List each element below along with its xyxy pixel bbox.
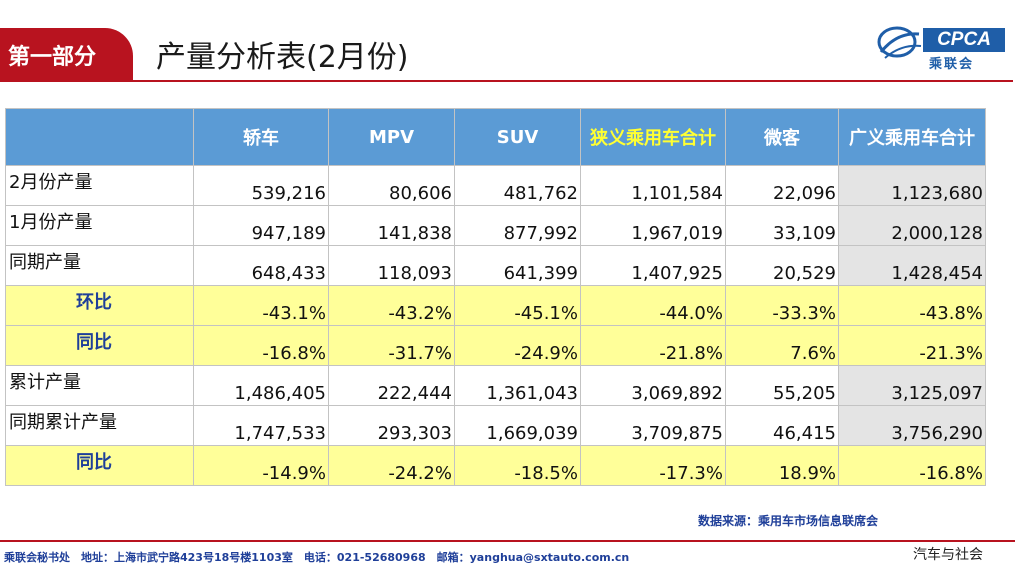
- row-label: 同比: [5, 445, 194, 486]
- table-cell: -18.5%: [454, 445, 581, 486]
- table-cell: -24.9%: [454, 325, 581, 366]
- table-header-row: 轿车 MPV SUV 狭义乘用车合计 微客 广义乘用车合计: [5, 108, 986, 166]
- header-divider: [133, 80, 1013, 82]
- table-cell: 20,529: [725, 245, 839, 286]
- table-cell: 481,762: [454, 165, 581, 206]
- table-cell: 648,433: [193, 245, 329, 286]
- cpca-logo: CPCA 乘联会: [875, 22, 1010, 72]
- table-row: 同期累计产量 1,747,533 293,303 1,669,039 3,709,875…: [5, 405, 986, 446]
- footer-contact: 乘联会秘书处 地址：上海市武宁路423号18号楼1103室 电话：021-526…: [4, 551, 630, 564]
- row-label: 1月份产量: [5, 205, 194, 246]
- table-cell: 293,303: [328, 405, 455, 446]
- table-cell: 46,415: [725, 405, 839, 446]
- table-cell: 1,407,925: [580, 245, 726, 286]
- column-header: SUV: [454, 108, 581, 166]
- table-cell: 539,216: [193, 165, 329, 206]
- table-cell: -44.0%: [580, 285, 726, 326]
- table-cell: 18.9%: [725, 445, 839, 486]
- column-header: 微客: [725, 108, 839, 166]
- table-cell: 3,125,097: [838, 365, 986, 406]
- footer-divider: [0, 540, 1015, 542]
- column-header: MPV: [328, 108, 455, 166]
- row-label: 同期产量: [5, 245, 194, 286]
- table-cell: 1,747,533: [193, 405, 329, 446]
- table-cell: 1,123,680: [838, 165, 986, 206]
- table-cell: 2,000,128: [838, 205, 986, 246]
- table-cell: 3,069,892: [580, 365, 726, 406]
- column-header: 轿车: [193, 108, 329, 166]
- table-row: 同比 -14.9% -24.2% -18.5% -17.3% 18.9% -16.8%: [5, 445, 986, 486]
- table-row: 同比 -16.8% -31.7% -24.9% -21.8% 7.6% -21.3%: [5, 325, 986, 366]
- table-cell: 1,101,584: [580, 165, 726, 206]
- cpca-emblem-icon: [877, 26, 922, 59]
- logo-text: CPCA: [923, 28, 1005, 52]
- table-cell: 118,093: [328, 245, 455, 286]
- table-cell: 33,109: [725, 205, 839, 246]
- watermark-text: 汽车与社会: [913, 547, 983, 563]
- table-cell: 1,486,405: [193, 365, 329, 406]
- table-cell: -43.1%: [193, 285, 329, 326]
- table-cell: -43.8%: [838, 285, 986, 326]
- table-cell: 222,444: [328, 365, 455, 406]
- table-row: 环比 -43.1% -43.2% -45.1% -44.0% -33.3% -43.8%: [5, 285, 986, 326]
- table-cell: -21.3%: [838, 325, 986, 366]
- row-label: 环比: [5, 285, 194, 326]
- row-label: 2月份产量: [5, 165, 194, 206]
- table-cell: -16.8%: [193, 325, 329, 366]
- table-cell: 3,709,875: [580, 405, 726, 446]
- table-cell: 947,189: [193, 205, 329, 246]
- table-row: 同期产量 648,433 118,093 641,399 1,407,925 20,529…: [5, 245, 986, 286]
- table-row: 1月份产量 947,189 141,838 877,992 1,967,019 33,10…: [5, 205, 986, 246]
- table-cell: 1,361,043: [454, 365, 581, 406]
- table-cell: 1,428,454: [838, 245, 986, 286]
- table-cell: -21.8%: [580, 325, 726, 366]
- production-table-container: 轿车 MPV SUV 狭义乘用车合计 微客 广义乘用车合计 2月份产量 539,2…: [5, 108, 986, 486]
- table-cell: 22,096: [725, 165, 839, 206]
- table-cell: 80,606: [328, 165, 455, 206]
- table-row: 累计产量 1,486,405 222,444 1,361,043 3,069,892 55…: [5, 365, 986, 406]
- table-cell: 877,992: [454, 205, 581, 246]
- table-cell: -31.7%: [328, 325, 455, 366]
- table-cell: -16.8%: [838, 445, 986, 486]
- section-tab: 第一部分: [0, 28, 133, 82]
- production-table: 轿车 MPV SUV 狭义乘用车合计 微客 广义乘用车合计 2月份产量 539,2…: [5, 108, 986, 486]
- table-cell: 1,669,039: [454, 405, 581, 446]
- table-cell: -14.9%: [193, 445, 329, 486]
- logo-chinese-text: 乘联会: [929, 57, 975, 72]
- table-row: 2月份产量 539,216 80,606 481,762 1,101,584 22,096…: [5, 165, 986, 206]
- table-cell: 641,399: [454, 245, 581, 286]
- column-header: 广义乘用车合计: [838, 108, 986, 166]
- table-cell: -45.1%: [454, 285, 581, 326]
- table-cell: -24.2%: [328, 445, 455, 486]
- table-cell: -43.2%: [328, 285, 455, 326]
- table-cell: 3,756,290: [838, 405, 986, 446]
- slide-header: 第一部分 产量分析表(2月份) CPCA 乘联会: [0, 0, 1015, 88]
- table-cell: 7.6%: [725, 325, 839, 366]
- column-header: 狭义乘用车合计: [580, 108, 726, 166]
- table-cell: 141,838: [328, 205, 455, 246]
- table-cell: 1,967,019: [580, 205, 726, 246]
- table-cell: 55,205: [725, 365, 839, 406]
- table-cell: -33.3%: [725, 285, 839, 326]
- data-source-note: 数据来源：乘用车市场信息联席会: [698, 514, 879, 528]
- row-label: 同比: [5, 325, 194, 366]
- table-cell: -17.3%: [580, 445, 726, 486]
- column-header: [5, 108, 194, 166]
- page-title: 产量分析表(2月份): [156, 40, 409, 75]
- row-label: 同期累计产量: [5, 405, 194, 446]
- row-label: 累计产量: [5, 365, 194, 406]
